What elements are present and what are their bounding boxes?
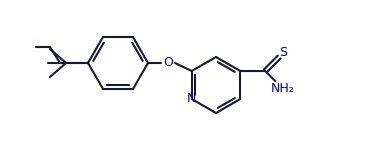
Text: N: N xyxy=(187,92,197,106)
Text: NH₂: NH₂ xyxy=(270,82,294,95)
Text: S: S xyxy=(279,46,287,60)
Text: O: O xyxy=(163,57,173,70)
